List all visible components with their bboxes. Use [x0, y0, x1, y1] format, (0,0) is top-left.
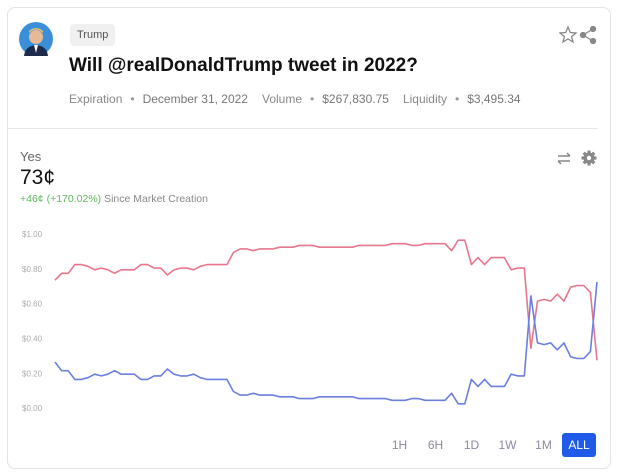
swap-icon[interactable] [557, 152, 571, 165]
stats: ExpirationDecember 31, 2022 Volume$267,83… [69, 92, 535, 106]
stat-label: Liquidity [402, 92, 447, 106]
y-tick-label: $0.80 [22, 265, 43, 274]
star-icon[interactable] [559, 26, 578, 44]
market-card [7, 7, 611, 469]
change-amount: +46¢ [20, 193, 44, 205]
change-percent: (+170.02%) [46, 193, 102, 205]
range-button[interactable]: 1H [382, 433, 417, 457]
price: 73¢ [20, 166, 56, 189]
stat-value: $3,495.34 [447, 92, 521, 106]
range-button[interactable]: 1W [490, 433, 525, 457]
y-tick-label: $0.20 [22, 369, 43, 378]
series-line [54, 239, 598, 361]
settings-icon[interactable] [581, 150, 597, 166]
price-chart: $0.00 $0.20 $0.40 $0.60 $0.80 $1.00 [22, 230, 598, 413]
top-icons [559, 26, 597, 44]
market-title: Will @realDonaldTrump tweet in 2022? [69, 55, 418, 76]
share-icon[interactable] [579, 26, 597, 44]
range-button[interactable]: 1D [454, 433, 489, 457]
y-tick-label: $0.60 [22, 300, 43, 309]
stat: Liquidity$3,495.34 [403, 92, 521, 106]
change-since: Since Market Creation [104, 193, 208, 205]
stat-value: December 31, 2022 [122, 92, 248, 106]
stat: ExpirationDecember 31, 2022 [69, 92, 248, 106]
stat-label: Expiration [69, 92, 123, 106]
y-tick-label: $0.40 [22, 335, 43, 344]
stat: Volume$267,830.75 [262, 92, 389, 106]
series-line [54, 281, 598, 405]
avatar [19, 22, 53, 56]
chart-icons [557, 150, 597, 166]
range-button[interactable]: 1M [526, 433, 561, 457]
stat-label: Volume [261, 92, 303, 106]
range-button[interactable]: ALL [562, 433, 596, 457]
range-button[interactable]: 6H [418, 433, 453, 457]
tag[interactable]: Trump [70, 24, 116, 46]
y-tick-label: $0.00 [22, 404, 43, 413]
range-selector: 1H 6H 1D 1W 1M ALL [382, 433, 597, 457]
divider [8, 128, 598, 129]
price-change: +46¢ (+170.02%) Since Market Creation [20, 193, 208, 205]
stat-value: $267,830.75 [302, 92, 389, 106]
outcome-label: Yes [20, 149, 42, 164]
y-tick-label: $1.00 [22, 230, 43, 239]
